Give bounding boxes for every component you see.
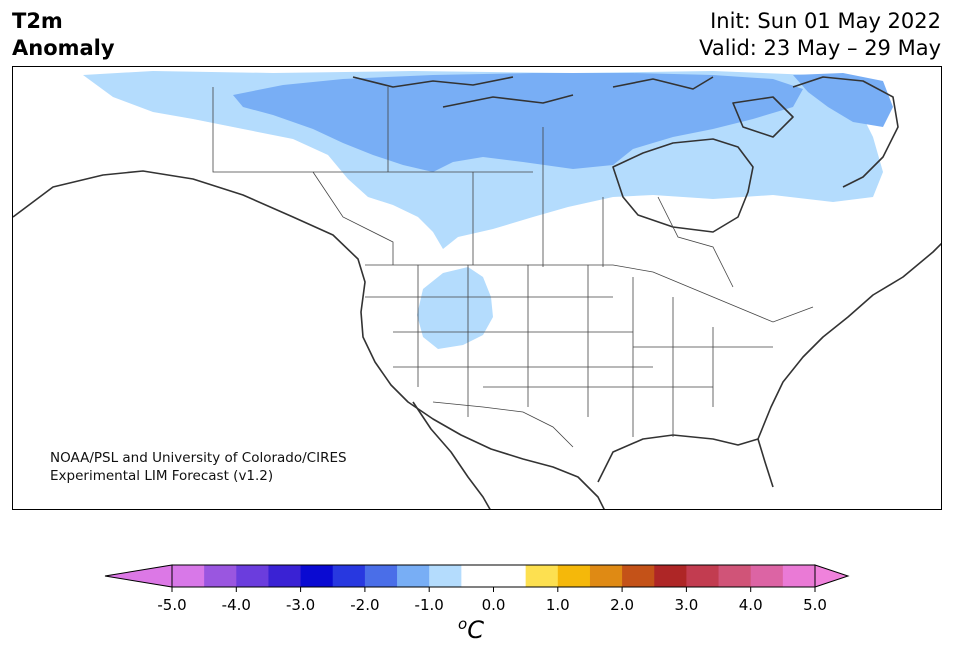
- us-states-row1: [365, 265, 613, 417]
- us-states-row2: [393, 331, 713, 388]
- gulf-coast: [597, 434, 774, 488]
- colorbar-ticks: -5.0 -4.0 -3.0 -2.0 -1.0 0.0 1.0 2.0 3.0 4.0 5.0: [157, 587, 827, 614]
- colorbar-cell: [204, 565, 237, 587]
- colorbar-cell: [654, 565, 687, 587]
- colorbar-cell: [589, 565, 623, 587]
- colorbar-cell: [686, 565, 720, 587]
- colorbar-cell: [718, 565, 752, 587]
- colorbar-cell: [525, 565, 559, 587]
- unit-main: C: [467, 616, 484, 644]
- colorbar-cell: [557, 565, 591, 587]
- credit-line-2: Experimental LIM Forecast (v1.2): [50, 468, 274, 484]
- title-anomaly: Anomaly: [12, 36, 115, 60]
- colorbar-tick-label: 4.0: [739, 596, 763, 614]
- colorbar-cell: [332, 565, 366, 587]
- colorbar-cell: [236, 565, 269, 587]
- anomaly-mid-blue-north: [233, 73, 803, 172]
- colorbar-overflow-triangle: [814, 564, 850, 588]
- border-quebec: [657, 196, 734, 288]
- colorbar-cell: [268, 565, 302, 587]
- pacific-coast: [13, 170, 605, 509]
- valid-range: Valid: 23 May – 29 May: [699, 36, 941, 60]
- colorbar-cell: [622, 565, 655, 587]
- colorbar-tick-label: -2.0: [350, 596, 379, 614]
- colorbar-tick-label: -3.0: [286, 596, 315, 614]
- border-prairies: [472, 172, 604, 267]
- hudson-bay: [612, 138, 754, 233]
- political-borders: [212, 87, 814, 448]
- border-territories: [212, 87, 544, 267]
- map-panel: NOAA/PSL and University of Colorado/CIRE…: [12, 66, 942, 510]
- colorbar-cell: [300, 565, 334, 587]
- border-bc-alberta: [312, 171, 394, 265]
- colorbar-tick-label: -1.0: [415, 596, 444, 614]
- greenland-edge: [792, 76, 899, 188]
- colorbar-cell: [397, 565, 430, 587]
- anomaly-mid-blue-east: [793, 73, 893, 127]
- colorbar-cell: [493, 565, 527, 587]
- unit-superscript: o: [458, 615, 468, 633]
- colorbar-cell: [782, 565, 816, 587]
- colorbar-tick-label: 0.0: [482, 596, 506, 614]
- anomaly-light-blue-west-us: [417, 267, 493, 349]
- map-title: T2m Anomaly: [12, 8, 115, 62]
- anomaly-map: [13, 71, 941, 509]
- date-info: Init: Sun 01 May 2022 Valid: 23 May – 29…: [699, 8, 941, 62]
- atlastic-coast: [757, 242, 941, 440]
- colorbar-tick-label: 2.0: [610, 596, 634, 614]
- colorbar-cell: [429, 565, 462, 587]
- colorbar-cell: [750, 565, 784, 587]
- arctic-islands: [352, 76, 794, 138]
- credit-text: NOAA/PSL and University of Colorado/CIRE…: [50, 449, 347, 485]
- colorbar-cell: [461, 565, 494, 587]
- init-date: Init: Sun 01 May 2022: [710, 9, 941, 33]
- colorbar-unit-label: oC: [458, 615, 484, 644]
- colorbar-tick-label: 5.0: [803, 596, 827, 614]
- colorbar: -5.0 -4.0 -3.0 -2.0 -1.0 0.0 1.0 2.0 3.0 4.0 5.0: [104, 564, 850, 614]
- colorbar-tick-label: 1.0: [546, 596, 570, 614]
- colorbar-cell: [172, 565, 205, 587]
- us-east-states: [632, 277, 773, 437]
- colorbar-tick-label: -5.0: [157, 596, 186, 614]
- title-variable: T2m: [12, 9, 63, 33]
- border-us-mexico: [432, 401, 574, 448]
- colorbar-tick-label: 3.0: [674, 596, 698, 614]
- colorbar-tick-label: -4.0: [222, 596, 251, 614]
- credit-line-1: NOAA/PSL and University of Colorado/CIRE…: [50, 450, 347, 466]
- coastlines: [13, 76, 941, 509]
- colorbar-cell: [364, 565, 398, 587]
- colorbar-underflow-triangle: [104, 564, 173, 588]
- colorbar-cells: [172, 565, 816, 587]
- border-canada-us: [365, 264, 814, 323]
- baja-california: [412, 401, 491, 509]
